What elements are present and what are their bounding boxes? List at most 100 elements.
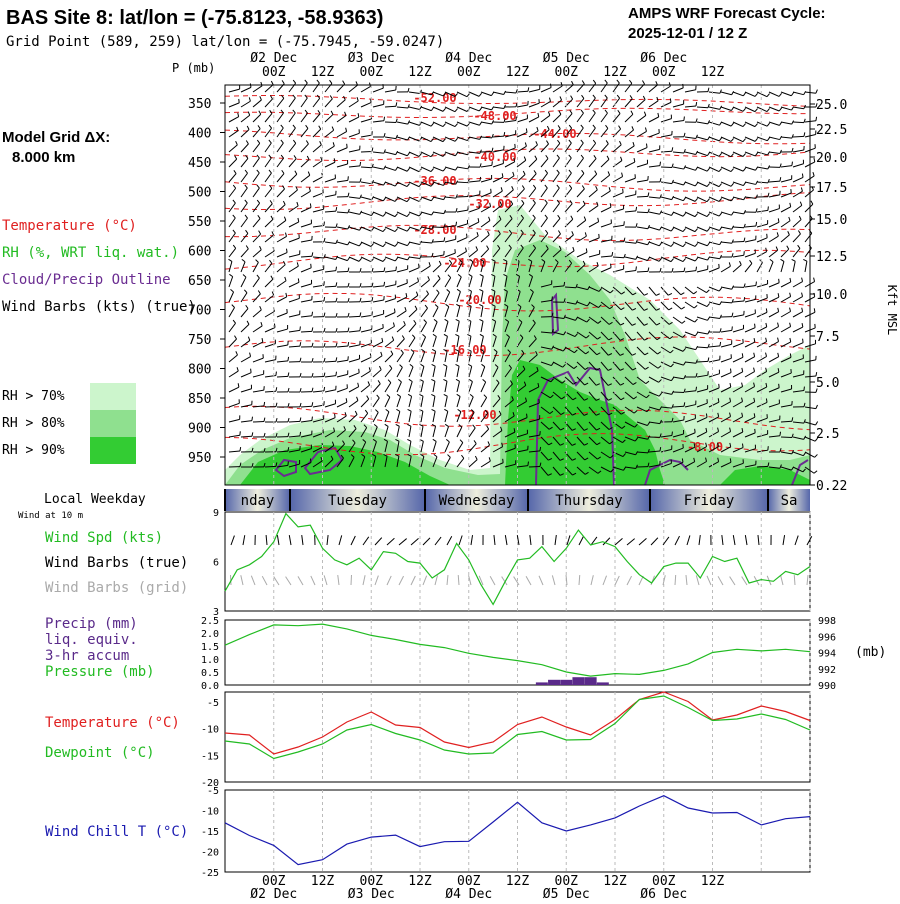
pressure-tick: 950 bbox=[188, 451, 211, 466]
weekday-name: Sa bbox=[781, 493, 798, 509]
weekday-name: Friday bbox=[684, 493, 735, 509]
height-tick: 17.5 bbox=[816, 181, 847, 196]
panel-label: 3-hr accum bbox=[45, 648, 129, 664]
precip-bar bbox=[548, 680, 560, 685]
y-tick: 2.0 bbox=[201, 629, 219, 640]
top-date-label: Ø4 Dec bbox=[445, 51, 492, 66]
height-tick: 10.0 bbox=[816, 288, 847, 303]
precip-bar bbox=[536, 682, 548, 685]
height-tick: 20.0 bbox=[816, 151, 847, 166]
top-time-tick: 12Z bbox=[603, 65, 627, 80]
top-date-label: Ø2 Dec bbox=[250, 51, 297, 66]
legend-item: RH (%, WRT liq. wat.) bbox=[2, 245, 179, 261]
rh-swatch bbox=[90, 383, 136, 410]
bottom-date-label: Ø3 Dec bbox=[348, 887, 395, 900]
temperature-contour-label: -40.00 bbox=[473, 150, 516, 164]
weekday-bar: nday Tuesday Wednesday Thursday Friday Sa bbox=[225, 489, 810, 511]
rh-level-label: RH > 70% bbox=[2, 389, 65, 404]
rh-swatch bbox=[90, 410, 136, 437]
pressure-tick: 600 bbox=[188, 245, 211, 260]
wind-height-label: Wind at 10 m bbox=[18, 511, 83, 521]
weekday-name: nday bbox=[241, 493, 275, 509]
top-time-tick: 00Z bbox=[652, 65, 676, 80]
grid-spacing-label: Model Grid ΔX: bbox=[2, 129, 110, 146]
site-title: BAS Site 8: lat/lon = (-75.8123, -58.936… bbox=[6, 7, 383, 29]
y-tick: 0.5 bbox=[201, 668, 219, 679]
pressure-tick: 850 bbox=[188, 392, 211, 407]
precip-bar bbox=[572, 677, 584, 685]
height-tick: 2.5 bbox=[816, 427, 839, 442]
top-time-tick: 12Z bbox=[311, 65, 335, 80]
top-date-label: Ø6 Dec bbox=[640, 51, 687, 66]
y-tick: 6 bbox=[213, 558, 219, 569]
pressure-tick: 900 bbox=[188, 422, 211, 437]
y-tick: 0.0 bbox=[201, 681, 219, 692]
panel-label: Precip (mm) bbox=[45, 616, 138, 632]
weekday-name: Wednesday bbox=[439, 493, 515, 509]
legend-item: Cloud/Precip Outline bbox=[2, 272, 171, 288]
pressure-tick: 800 bbox=[188, 363, 211, 378]
rh-level-label: RH > 90% bbox=[2, 443, 65, 458]
bottom-time-tick: 12Z bbox=[311, 874, 335, 889]
bottom-time-tick: 12Z bbox=[506, 874, 530, 889]
y-tick: 998 bbox=[818, 616, 836, 627]
y-tick: -5 bbox=[207, 786, 219, 797]
panel-label: Wind Spd (kts) bbox=[45, 530, 163, 546]
y-tick: -20 bbox=[201, 848, 219, 859]
top-time-tick: 12Z bbox=[408, 65, 432, 80]
grid-wind-barb bbox=[675, 575, 676, 585]
rh-level-label: RH > 80% bbox=[2, 416, 65, 431]
y-tick: 1.0 bbox=[201, 655, 219, 666]
legend-item: Temperature (°C) bbox=[2, 218, 137, 234]
pressure-tick: 550 bbox=[188, 215, 211, 230]
pressure-tick: 400 bbox=[188, 127, 211, 142]
pressure-tick: 500 bbox=[188, 186, 211, 201]
height-tick: 0.22 bbox=[816, 479, 847, 494]
y-tick: 992 bbox=[818, 665, 836, 676]
bottom-date-label: Ø4 Dec bbox=[445, 887, 492, 900]
top-date-label: Ø5 Dec bbox=[543, 51, 590, 66]
y-tick: 1.5 bbox=[201, 642, 219, 653]
pressure-unit: (mb) bbox=[855, 645, 886, 660]
pressure-axis-label: P (mb) bbox=[172, 61, 215, 75]
weekday-name: Tuesday bbox=[328, 493, 387, 509]
height-tick: 12.5 bbox=[816, 250, 847, 265]
y-tick: -15 bbox=[201, 827, 219, 838]
cross-section-panel: -52.00-48.00-44.00-40.00-36.00-32.00-28.… bbox=[188, 80, 899, 494]
bottom-date-label: Ø6 Dec bbox=[640, 887, 687, 900]
top-date-label: Ø3 Dec bbox=[348, 51, 395, 66]
legend-item: Wind Barbs (kts) (true) bbox=[2, 299, 196, 315]
bottom-time-tick: 12Z bbox=[408, 874, 432, 889]
y-tick: 994 bbox=[818, 649, 836, 660]
grid-spacing-value: 8.000 km bbox=[12, 149, 75, 166]
temperature-contour-label: -24.00 bbox=[443, 256, 486, 270]
weekday-name: Thursday bbox=[555, 493, 622, 509]
panel-label: Wind Barbs (grid) bbox=[45, 580, 188, 596]
height-tick: 22.5 bbox=[816, 123, 847, 138]
weekday-label: Local Weekday bbox=[44, 492, 146, 507]
cycle-value: 2025-12-01 / 12 Z bbox=[628, 25, 747, 42]
cycle-title: AMPS WRF Forecast Cycle: bbox=[628, 5, 826, 22]
height-tick: 15.0 bbox=[816, 213, 847, 228]
top-time-tick: 00Z bbox=[262, 65, 286, 80]
y-tick: -10 bbox=[201, 807, 219, 818]
bottom-date-label: Ø5 Dec bbox=[543, 887, 590, 900]
panel-label: liq. equiv. bbox=[45, 632, 138, 648]
y-tick: -15 bbox=[201, 751, 219, 762]
top-time-tick: 12Z bbox=[701, 65, 725, 80]
precip-bar bbox=[597, 682, 609, 685]
pressure-tick: 450 bbox=[188, 156, 211, 171]
pressure-tick: 700 bbox=[188, 304, 211, 319]
top-time-tick: 00Z bbox=[457, 65, 481, 80]
top-time-tick: 00Z bbox=[360, 65, 384, 80]
pressure-tick: 750 bbox=[188, 333, 211, 348]
height-tick: 5.0 bbox=[816, 376, 839, 391]
precip-bar bbox=[560, 680, 572, 685]
rh-swatch bbox=[90, 437, 136, 464]
height-unit-label: Kft MSL bbox=[885, 285, 899, 336]
pressure-tick: 350 bbox=[188, 97, 211, 112]
top-time-tick: 00Z bbox=[555, 65, 579, 80]
panel-label: Wind Barbs (true) bbox=[45, 555, 188, 571]
